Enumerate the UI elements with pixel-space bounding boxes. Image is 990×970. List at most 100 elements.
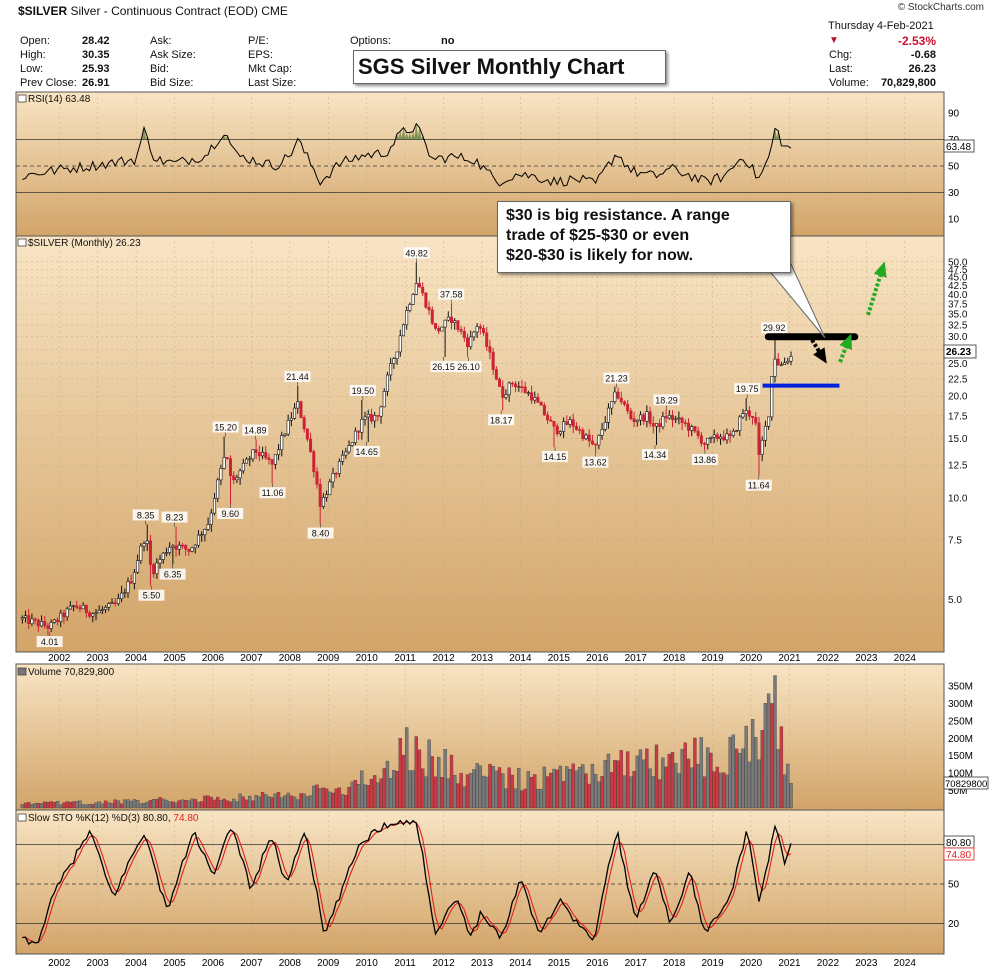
price-candle-body	[542, 404, 546, 416]
price-candle-body	[546, 414, 550, 421]
price-candle-body	[280, 435, 284, 451]
price-candle-body	[693, 426, 697, 432]
price-candle-body	[232, 475, 236, 481]
stat-label: Volume:	[829, 77, 869, 89]
volume-bar	[46, 802, 50, 809]
volume-bar	[449, 754, 454, 809]
pivot-label-bg	[653, 394, 680, 406]
price-candle-body	[696, 430, 700, 437]
volume-bar	[97, 801, 101, 809]
pivot-label: 21.44	[286, 372, 309, 382]
price-candle-body	[658, 423, 662, 428]
volume-bar	[744, 725, 748, 809]
volume-bar	[257, 796, 261, 809]
pivot-label-bg	[603, 372, 630, 384]
price-candle-body	[600, 428, 604, 436]
volume-bar	[437, 756, 441, 809]
volume-bar	[33, 803, 37, 809]
price-tick-label: 37.5	[948, 299, 968, 310]
pivot-label-bg	[488, 414, 515, 426]
volume-bar	[510, 774, 515, 809]
price-candle-body	[674, 418, 678, 421]
volume-bar	[238, 793, 242, 809]
volume-bar	[619, 750, 623, 809]
rsi-label: RSI(14) 63.48	[28, 94, 91, 105]
price-candle-body	[789, 356, 793, 362]
up-arrow-icon	[866, 269, 884, 316]
price-candle-body	[369, 414, 373, 422]
price-tick-label: 32.5	[948, 320, 968, 331]
quote-value: 28.42	[82, 35, 110, 47]
price-candle-body	[779, 364, 783, 366]
volume-bar	[478, 765, 482, 809]
pivot-label-bg	[542, 451, 569, 463]
pivot-label-bg	[217, 507, 244, 519]
volume-bar	[193, 798, 197, 809]
price-candle-body	[373, 415, 377, 422]
volume-bar	[151, 799, 156, 809]
price-candle-body	[574, 426, 578, 430]
price-candle-body	[126, 581, 130, 594]
volume-bar	[561, 781, 566, 809]
price-candle-body	[712, 434, 716, 438]
volume-bar	[408, 770, 412, 809]
x-tick-label: 2022	[817, 958, 840, 969]
pivot-label-bg	[138, 589, 165, 601]
price-candle-body	[334, 473, 338, 475]
volume-bar	[139, 803, 143, 809]
volume-bar	[715, 766, 719, 809]
volume-bar	[225, 800, 229, 809]
price-candle-body	[482, 328, 486, 334]
quote-label: Ask Size:	[150, 49, 196, 61]
quote-value: 30.35	[82, 49, 110, 61]
x-tick-label: 2008	[279, 653, 302, 664]
volume-bar	[385, 760, 390, 809]
volume-bar	[87, 803, 92, 809]
price-candle-body	[251, 449, 255, 460]
volume-bar	[65, 801, 69, 809]
stat-label: Chg:	[829, 49, 853, 61]
instrument-description: Silver - Continuous Contract (EOD)	[70, 4, 258, 18]
price-candle-body	[664, 416, 668, 419]
volume-bar	[590, 763, 595, 809]
callout-box: $30 is big resistance. A range trade of …	[497, 201, 791, 273]
price-candle-body	[606, 407, 610, 423]
price-candle-body	[398, 335, 402, 353]
price-candle-body	[261, 452, 265, 457]
volume-bar	[421, 768, 425, 809]
volume-bar	[635, 755, 639, 809]
volume-bar	[123, 799, 127, 809]
volume-tick-label: 300M	[948, 699, 973, 710]
exchange: CME	[261, 4, 288, 18]
volume-bar	[446, 778, 450, 809]
x-tick-label: 2003	[87, 958, 110, 969]
price-candle-body	[401, 324, 405, 337]
price-tick-label: 30.0	[948, 332, 968, 343]
volume-bar	[20, 804, 24, 809]
pivot-label: 14.34	[644, 450, 667, 460]
volume-tick-label: 150M	[948, 751, 973, 762]
volume-bar	[542, 766, 547, 809]
price-candle-body	[635, 419, 639, 422]
price-candle-body	[193, 544, 197, 549]
price-legend-icon	[17, 238, 27, 247]
volume-bar	[161, 798, 165, 809]
price-candle-body	[49, 622, 53, 629]
volume-bar	[248, 795, 252, 809]
volume-bar	[107, 802, 111, 809]
volume-bar	[702, 776, 707, 809]
price-candle-body	[706, 437, 710, 445]
volume-bar	[110, 803, 114, 809]
volume-bar	[100, 803, 105, 809]
price-candle-body	[629, 410, 633, 419]
volume-bar	[674, 763, 678, 809]
stochastic-tick-label: 50	[948, 880, 960, 891]
volume-bar	[405, 727, 409, 809]
volume-bar	[260, 791, 265, 809]
pivot-label: 18.17	[490, 415, 513, 425]
volume-bar	[312, 785, 316, 809]
price-candle-body	[238, 470, 242, 479]
price-candle-body	[530, 392, 534, 401]
price-candle-body	[248, 458, 252, 461]
price-candle-body	[552, 421, 556, 427]
